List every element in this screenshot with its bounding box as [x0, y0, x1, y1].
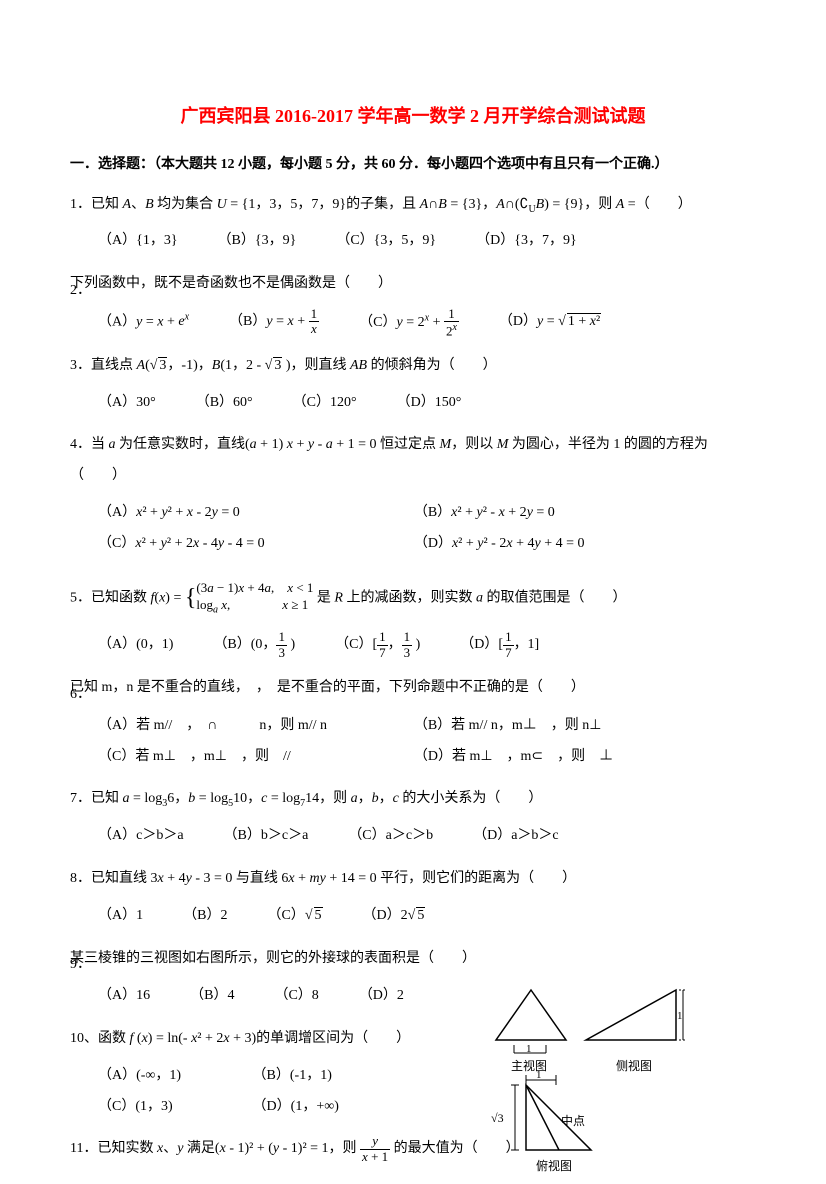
- options: （A）x² + y² + x - 2y = 0 （B）x² + y² - x +…: [70, 498, 756, 560]
- option-d: （D）[17，1]: [460, 630, 539, 661]
- question-text: 3．直线点 A(3，-1)，B(1，2 - 3 )，则直线 AB 的倾斜角为（ …: [70, 351, 756, 382]
- option-a: （A）y = x + ex: [98, 307, 189, 339]
- options: （A）{1，3} （B）{3，9} （C）{3，5，9} （D）{3，7，9}: [70, 226, 756, 257]
- question-text: 1．已知 A、B 均为集合 U = {1，3，5，7，9}的子集，且 A∩B =…: [70, 190, 756, 221]
- question-text: 4．当 a 为任意实数时，直线(a + 1) x + y - a + 1 = 0…: [70, 430, 756, 492]
- option-b: （B）{3，9}: [218, 226, 297, 257]
- label-sqrt3: √3: [491, 1111, 504, 1125]
- question-6: 已知 m，n 是不重合的直线， ， 是不重合的平面，下列命题中不正确的是（ ） …: [70, 673, 756, 772]
- top-view-label: 俯视图: [536, 1158, 572, 1173]
- option-b: （B）x² + y² - x + 2y = 0: [414, 498, 730, 529]
- question-8: 8．已知直线 3x + 4y - 3 = 0 与直线 6x + my + 14 …: [70, 864, 756, 932]
- question-3: 3．直线点 A(3，-1)，B(1，2 - 3 )，则直线 AB 的倾斜角为（ …: [70, 351, 756, 419]
- options: （A）(0，1) （B）(0，13 ) （C）[17，13 ) （D）[17，1…: [70, 630, 756, 661]
- options: （A）y = x + ex （B）y = x + 1x （C）y = 2x + …: [70, 307, 756, 339]
- option-a: （A）(0，1): [98, 630, 173, 661]
- question-text: 5．已知函数 f(x) = {(3a − 1)x + 4a, x < 1loga…: [70, 572, 756, 625]
- option-d: （D）x² + y² - 2x + 4y + 4 = 0: [414, 529, 730, 560]
- option-d: （D）y = 1 + x²: [499, 307, 601, 339]
- option-a: （A）(-∞，1): [98, 1061, 253, 1092]
- option-c: （C）120°: [293, 388, 357, 419]
- question-text: 10、函数 f (x) = ln(- x² + 2x + 3)的单调增区间为（ …: [70, 1024, 520, 1055]
- option-c: （C）(1，3): [98, 1092, 253, 1123]
- question-7: 7．已知 a = log36，b = log510，c = log714，则 a…: [70, 784, 756, 852]
- option-d: （D）25: [363, 901, 426, 932]
- option-a: （A）16: [98, 981, 150, 1012]
- options: （A）若 m// ， ∩ n，则 m// n （B）若 m// n，m⊥ ，则 …: [70, 711, 756, 773]
- three-view-diagram: 1 主视图 1 侧视图 √3 1 中点 俯视图: [491, 985, 686, 1184]
- option-b: （B）4: [190, 981, 234, 1012]
- front-view-label: 主视图: [511, 1058, 547, 1073]
- section-header: 一．选择题：（本大题共 12 小题，每小题 5 分，共 60 分．每小题四个选项…: [70, 152, 756, 177]
- option-a: （A）c＞b＞a: [98, 821, 184, 852]
- option-c: （C）[17，13 ): [335, 630, 420, 661]
- options: （A）30° （B）60° （C）120° （D）150°: [70, 388, 756, 419]
- option-d: （D）2: [359, 981, 404, 1012]
- option-b: （B）60°: [196, 388, 253, 419]
- option-c: （C）x² + y² + 2x - 4y - 4 = 0: [98, 529, 414, 560]
- question-5: 5．已知函数 f(x) = {(3a − 1)x + 4a, x < 1loga…: [70, 572, 756, 662]
- options: （A）c＞b＞a （B）b＞c＞a （C）a＞c＞b （D）a＞b＞c: [70, 821, 756, 852]
- options: （A）(-∞，1) （B）(-1，1) （C）(1，3) （D）(1，+∞): [70, 1061, 420, 1123]
- page-title: 广西宾阳县 2016-2017 学年高一数学 2 月开学综合测试试题: [70, 100, 756, 132]
- option-d: （D）{3，7，9}: [476, 226, 577, 257]
- option-d: （D）(1，+∞): [253, 1092, 408, 1123]
- option-c: （C）若 m⊥ ，m⊥ ，则 //: [98, 742, 414, 773]
- side-view-label: 侧视图: [616, 1058, 652, 1073]
- option-c: （C）a＞c＞b: [348, 821, 433, 852]
- option-b: （B）b＞c＞a: [224, 821, 309, 852]
- option-c: （C）y = 2x + 12x: [359, 307, 459, 339]
- option-c: （C）5: [267, 901, 322, 932]
- midpoint-label: 中点: [561, 1113, 585, 1128]
- option-b: （B）2: [183, 901, 227, 932]
- options: （A）16 （B）4 （C）8 （D）2: [70, 981, 520, 1012]
- option-b: （B）(0，13 ): [213, 630, 295, 661]
- option-d: （D）若 m⊥ ，m⊂ ，则 ⊥: [414, 742, 730, 773]
- option-b: （B）(-1，1): [253, 1061, 408, 1092]
- option-a: （A）若 m// ， ∩ n，则 m// n: [98, 711, 414, 742]
- question-2: 下列函数中，既不是奇函数也不是偶函数是（ ） 2． （A）y = x + ex …: [70, 269, 756, 339]
- option-c: （C）{3，5，9}: [336, 226, 436, 257]
- option-a: （A）{1，3}: [98, 226, 178, 257]
- question-text: 8．已知直线 3x + 4y - 3 = 0 与直线 6x + my + 14 …: [70, 864, 756, 895]
- question-9: 某三棱锥的三视图如右图所示，则它的外接球的表面积是（ ） 9． （A）16 （B…: [70, 944, 520, 1012]
- option-b: （B）y = x + 1x: [229, 307, 319, 339]
- option-d: （D）a＞b＞c: [473, 821, 559, 852]
- option-b: （B）若 m// n，m⊥ ，则 n⊥: [414, 711, 730, 742]
- question-10: 10、函数 f (x) = ln(- x² + 2x + 3)的单调增区间为（ …: [70, 1024, 520, 1122]
- svg-text:1: 1: [536, 1069, 542, 1081]
- question-text: 7．已知 a = log36，b = log510，c = log714，则 a…: [70, 784, 756, 815]
- label-1-side: 1: [677, 1010, 683, 1022]
- label-1: 1: [526, 1043, 532, 1055]
- question-1: 1．已知 A、B 均为集合 U = {1，3，5，7，9}的子集，且 A∩B =…: [70, 190, 756, 258]
- option-a: （A）x² + y² + x - 2y = 0: [98, 498, 414, 529]
- question-text: 某三棱锥的三视图如右图所示，则它的外接球的表面积是（ ）: [70, 944, 520, 975]
- option-a: （A）1: [98, 901, 143, 932]
- option-a: （A）30°: [98, 388, 156, 419]
- option-c: （C）8: [274, 981, 318, 1012]
- question-4: 4．当 a 为任意实数时，直线(a + 1) x + y - a + 1 = 0…: [70, 430, 756, 559]
- options: （A）1 （B）2 （C）5 （D）25: [70, 901, 756, 932]
- option-d: （D）150°: [397, 388, 462, 419]
